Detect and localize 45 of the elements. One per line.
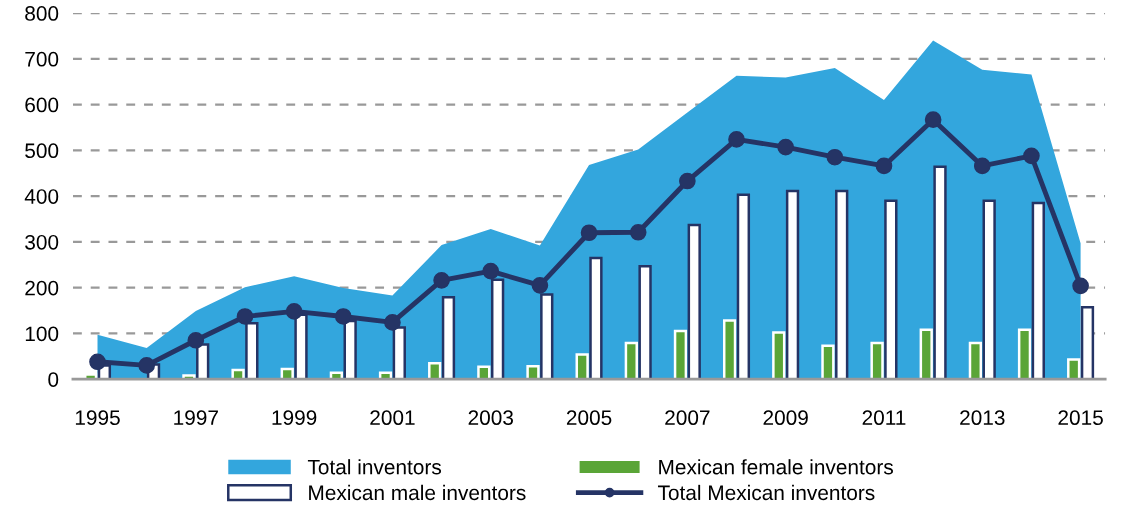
y-tick-label: 100 xyxy=(25,326,59,342)
point xyxy=(531,277,549,294)
x-tick-label: 2009 xyxy=(763,410,808,426)
point xyxy=(187,331,205,349)
x-tick-label: 2013 xyxy=(960,410,1005,426)
point xyxy=(1023,147,1040,165)
legend-label: Mexican male inventors xyxy=(309,484,526,501)
x-tick-label: 1999 xyxy=(272,410,317,426)
point xyxy=(875,157,893,175)
y-tick-label: 0 xyxy=(48,372,59,387)
x-tick-label: 1995 xyxy=(75,410,120,426)
point xyxy=(334,308,352,325)
x-tick-label: 2015 xyxy=(1058,410,1103,426)
point xyxy=(728,131,745,148)
point xyxy=(89,353,106,371)
legend-label: Total Mexican inventors xyxy=(657,484,875,501)
point xyxy=(924,111,942,129)
point xyxy=(138,357,155,374)
x-tick-label: 2003 xyxy=(468,410,513,426)
point xyxy=(580,224,598,242)
y-tick-label: 400 xyxy=(24,189,59,204)
y-tick-label: 200 xyxy=(25,280,59,296)
point xyxy=(1072,277,1089,295)
point xyxy=(285,303,303,320)
y-tick-label: 700 xyxy=(25,51,59,67)
x-tick-label: 2001 xyxy=(370,410,415,426)
point xyxy=(679,172,696,190)
y-tick-label: 500 xyxy=(25,143,59,159)
point xyxy=(629,223,647,241)
point xyxy=(777,138,795,156)
point xyxy=(973,157,991,175)
point xyxy=(826,148,844,166)
x-tick-label: 1997 xyxy=(174,410,218,426)
x-tick-label: 2005 xyxy=(566,410,612,426)
y-tick-label: 600 xyxy=(25,97,59,113)
legend-label: Mexican female inventors xyxy=(659,459,893,475)
y-tick-label: 800 xyxy=(25,6,59,21)
point xyxy=(482,262,500,280)
legend-label: Total inventors xyxy=(307,459,442,475)
point xyxy=(384,314,401,331)
y-tick-label: 300 xyxy=(25,234,59,250)
point xyxy=(433,271,450,289)
point xyxy=(236,308,254,325)
x-tick-label: 2007 xyxy=(665,410,710,426)
x-tick-label: 2011 xyxy=(862,410,906,426)
